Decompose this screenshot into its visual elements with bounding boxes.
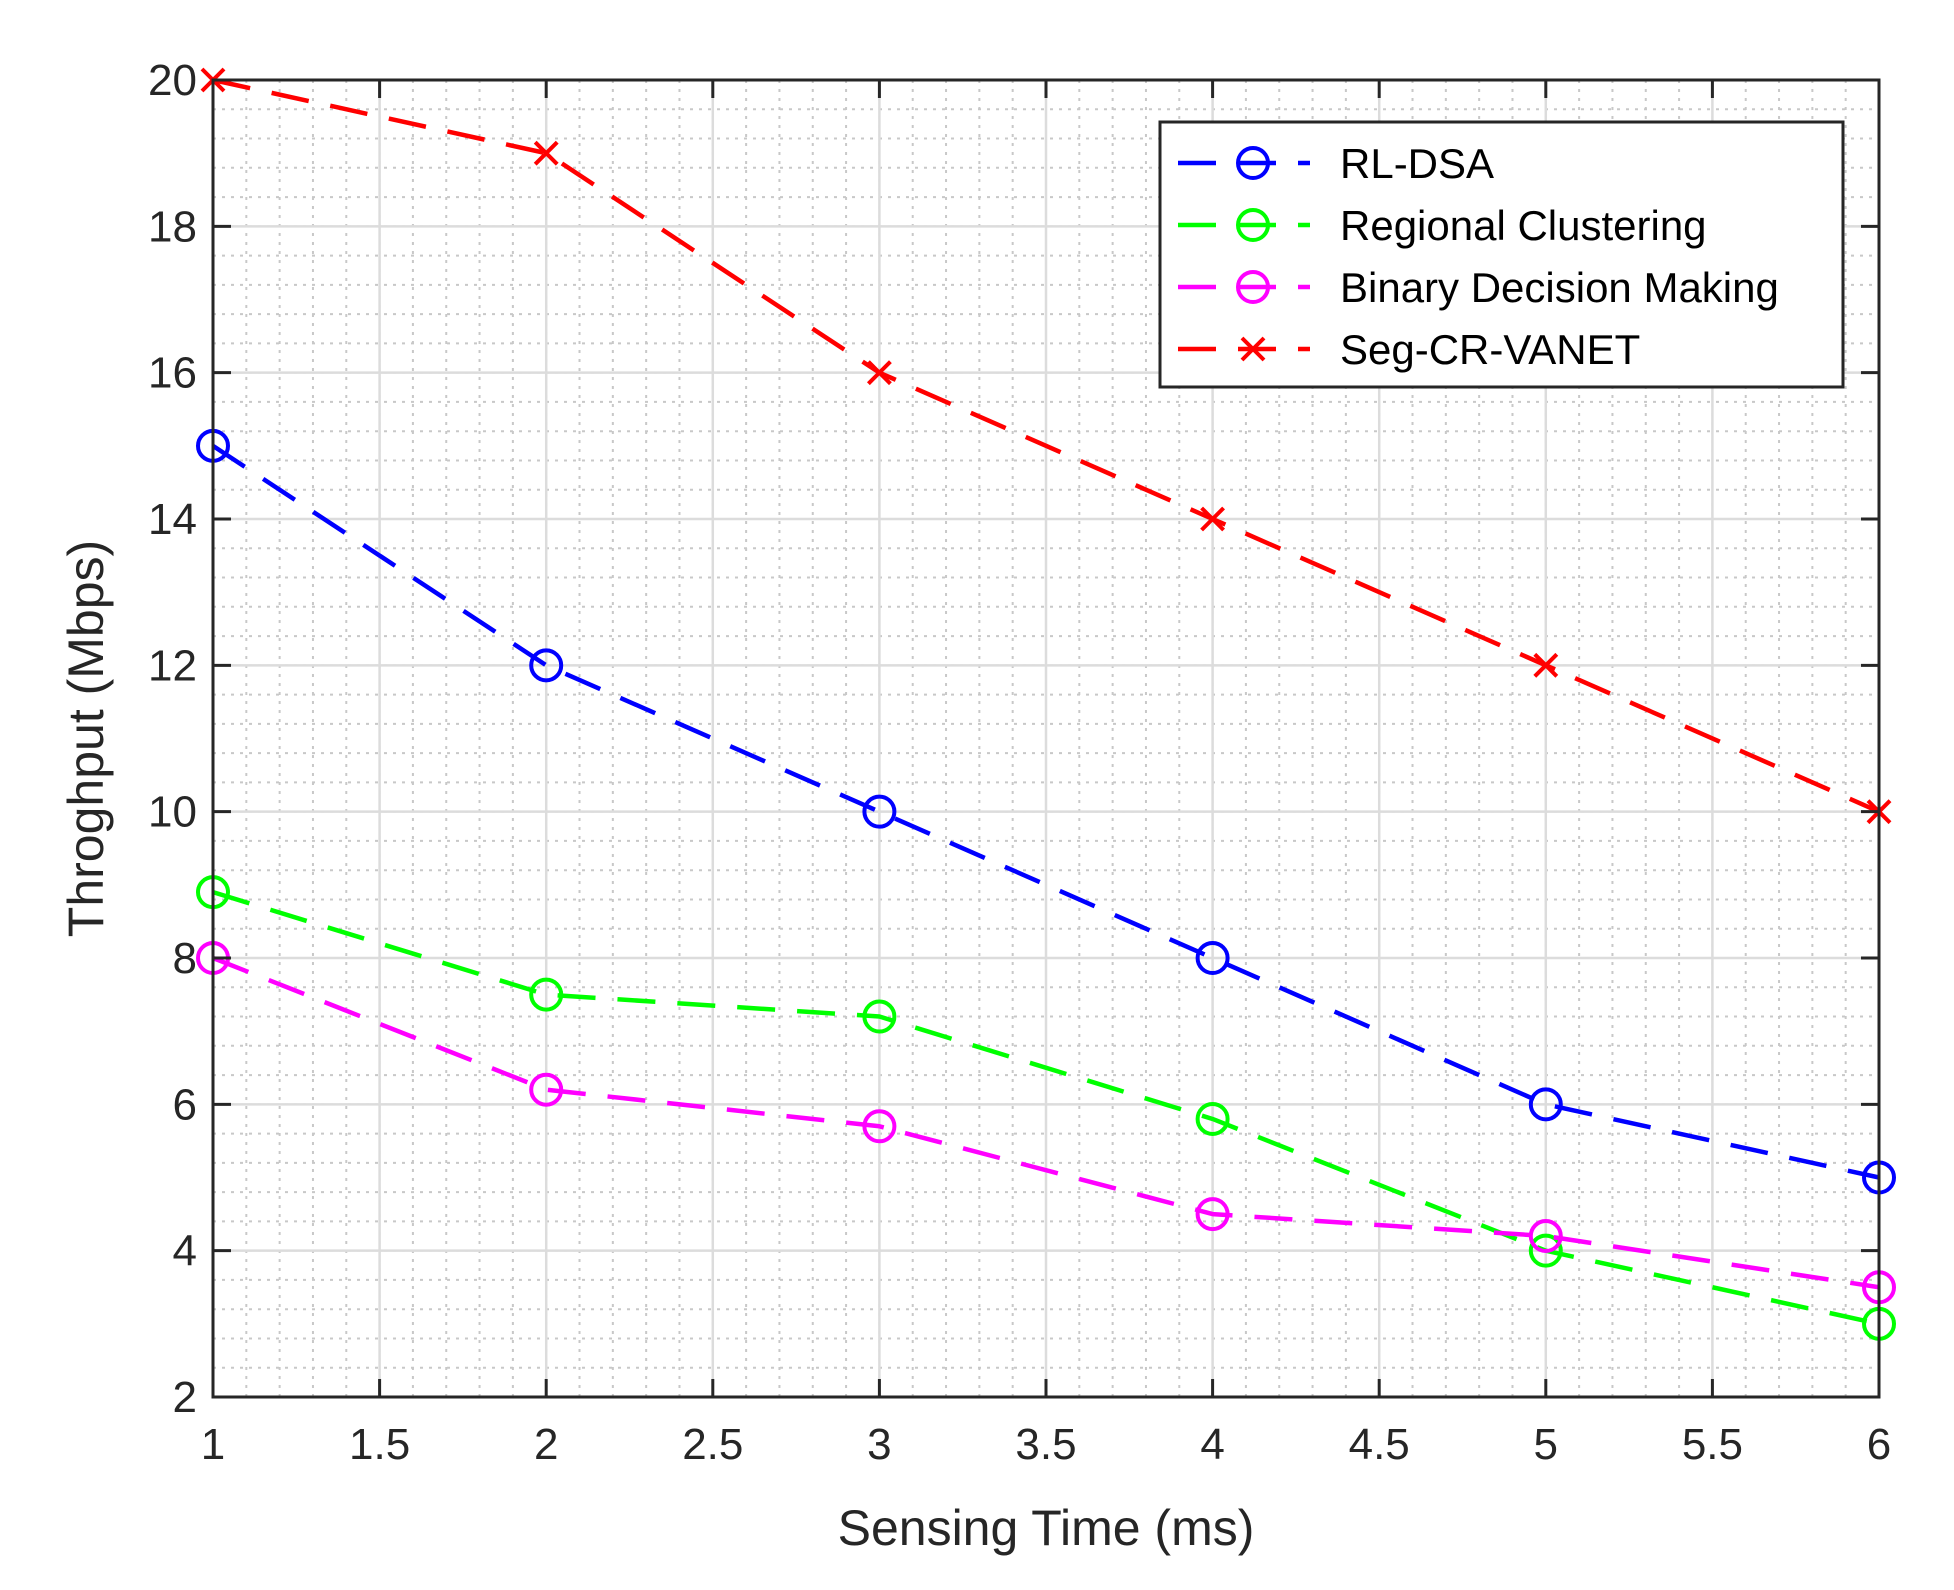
data-point [1200,506,1226,532]
legend-marker [1240,336,1266,362]
data-point [1528,1233,1563,1268]
y-tick-label: 14 [148,495,197,544]
major-grid [211,78,1881,1399]
legend-item: Seg-CR-VANET [1178,326,1640,373]
x-tick-label: 2 [534,1420,558,1469]
x-tick-label: 5.5 [1682,1420,1743,1469]
legend: RL-DSA Regional Clustering Binary Decision… [1158,120,1845,389]
y-tick-label: 8 [173,934,197,983]
x-tick-label: 6 [1867,1420,1891,1469]
tick-labels: 1 1.5 2 2.5 3 3.5 4 4.5 5 5.5 6 2 4 6 8 10 12 14 16 18 20 [148,56,1891,1469]
x-tick-label: 4 [1200,1420,1224,1469]
legend-item: RL-DSA [1178,140,1494,187]
legend-item: Regional Clustering [1178,202,1707,249]
x-tick-label: 3 [867,1420,891,1469]
data-point [862,999,897,1034]
series-seg-cr-vanet [200,67,1892,825]
x-axis-label: Sensing Time (ms) [838,1500,1255,1556]
series-line [212,77,1880,814]
x-tick-label: 2.5 [682,1420,743,1469]
legend-marker [1236,146,1270,180]
data-point [529,977,564,1012]
y-tick-label: 10 [148,788,197,837]
x-tick-label: 5 [1534,1420,1558,1469]
series-line [212,955,1880,1290]
data-point-stroke-b [533,140,559,166]
y-tick-label: 4 [173,1227,197,1276]
data-point [1195,1101,1230,1136]
x-tick-label: 1.5 [349,1420,410,1469]
series-line [211,443,1880,1180]
legend-label: RL-DSA [1340,140,1494,187]
legend-marker [1236,270,1270,304]
data-point [866,360,892,386]
y-tick-label: 16 [148,349,197,398]
x-tick-label: 4.5 [1349,1420,1410,1469]
legend-label: Regional Clustering [1340,202,1707,249]
data-point [1195,941,1230,975]
x-tick-label: 3.5 [1015,1420,1076,1469]
data-point [1533,652,1559,678]
y-tick-label: 20 [148,56,197,105]
axis-ticks [211,78,1881,1399]
legend-box [1158,120,1845,389]
data-point [1528,1087,1563,1122]
data-point [533,140,559,166]
data-point [1528,1219,1563,1254]
legend-marker-stroke-b [1240,336,1266,362]
legend-label: Seg-CR-VANET [1340,326,1640,373]
y-tick-label: 6 [173,1080,197,1129]
y-tick-label: 12 [148,641,197,690]
data-point [529,1072,564,1107]
legend-item: Binary Decision Making [1178,264,1779,311]
data-point-stroke-b [866,360,892,386]
legend-marker [1236,208,1270,242]
y-tick-label: 18 [148,202,197,251]
data-point-stroke-b [1200,506,1226,532]
data-point-stroke-b [1533,652,1559,678]
y-tick-label: 2 [173,1373,197,1422]
y-axis-label: Throghput (Mbps) [58,540,114,937]
legend-label: Binary Decision Making [1340,264,1779,311]
data-point [862,794,897,829]
data-point [1195,1197,1230,1232]
data-point [529,648,564,683]
series-line [212,889,1880,1327]
x-tick-label: 1 [201,1420,225,1469]
data-point [862,1109,897,1144]
